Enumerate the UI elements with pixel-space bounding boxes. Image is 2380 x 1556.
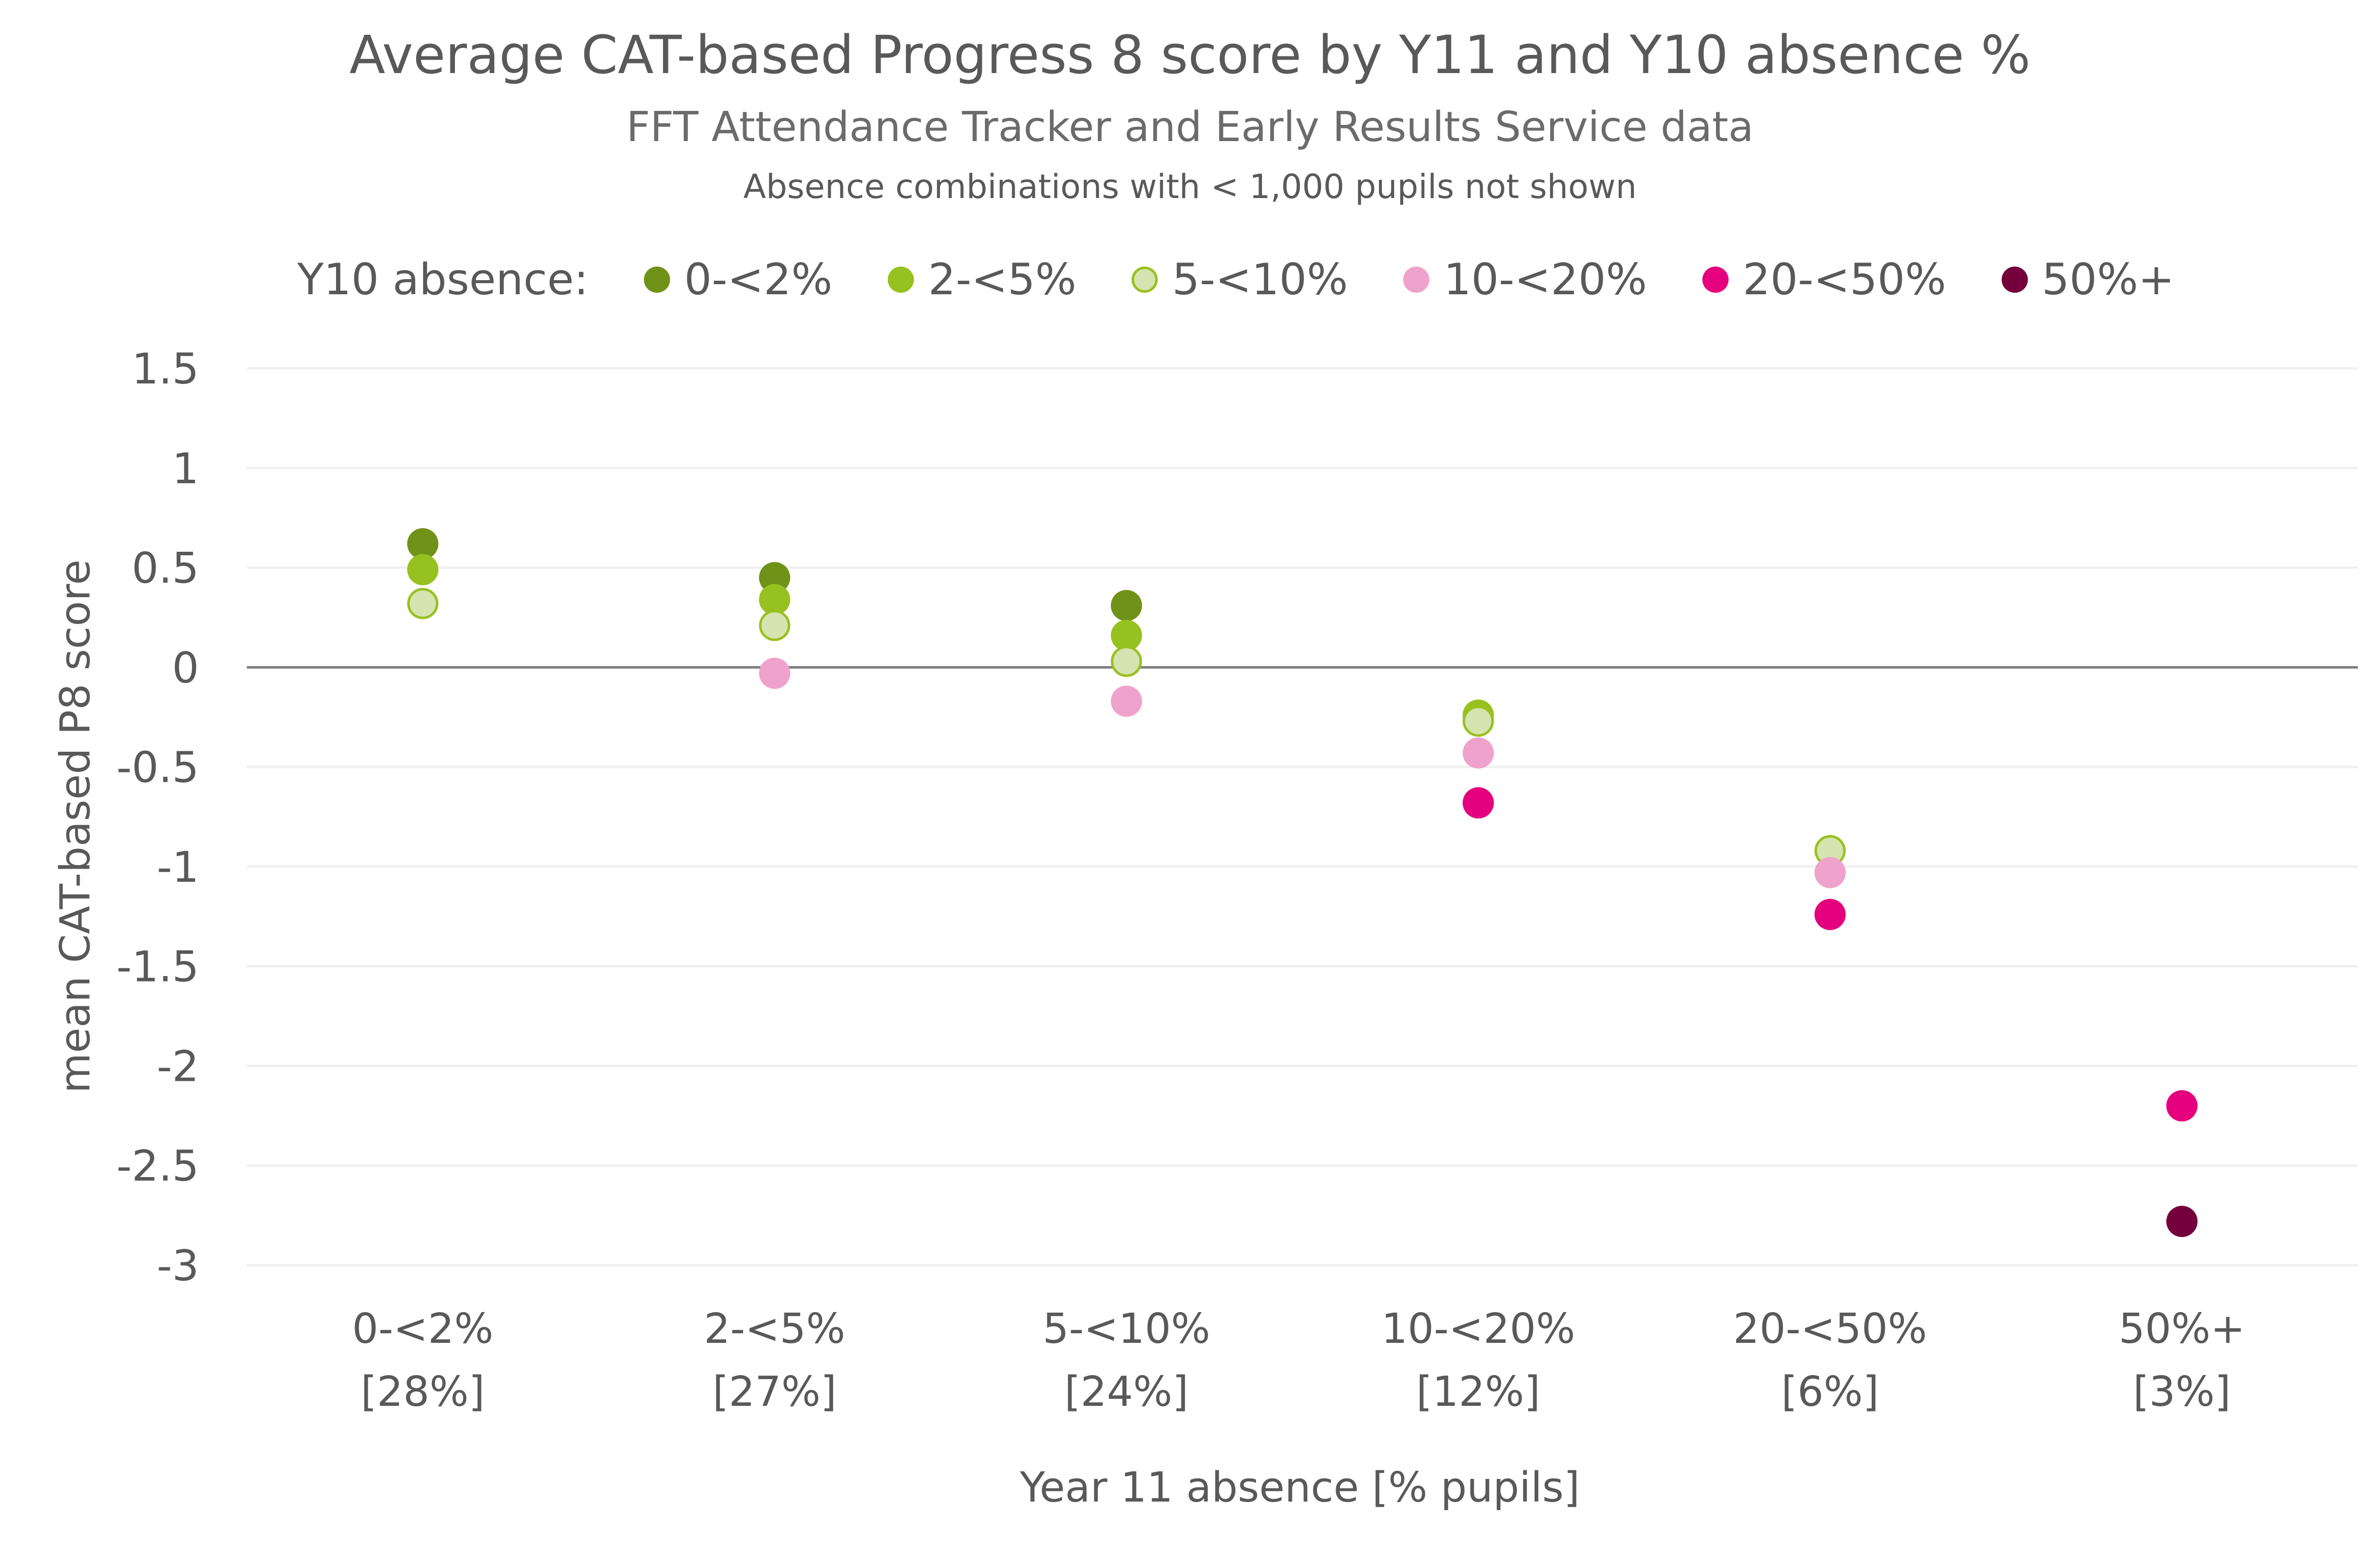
legend-label: 0-<2% xyxy=(684,254,833,305)
data-point xyxy=(759,584,790,615)
data-point xyxy=(2166,1205,2198,1237)
y-tick-label: -0.5 xyxy=(116,743,199,792)
data-point xyxy=(759,658,790,689)
legend-item: 0-<2% xyxy=(643,254,833,305)
data-point xyxy=(1463,787,1494,819)
y-tick-label: -1.5 xyxy=(116,942,199,992)
data-point xyxy=(2166,1090,2198,1122)
data-point xyxy=(1110,620,1142,652)
x-tick-label: 0-<2% xyxy=(352,1305,494,1353)
y-tick-label: 1 xyxy=(172,444,199,493)
x-tick-share-label: [24%] xyxy=(1065,1368,1188,1416)
legend-item: 10-<20% xyxy=(1403,254,1647,305)
x-axis-title: Year 11 absence [% pupils] xyxy=(1020,1464,1580,1512)
x-tick-share-label: [12%] xyxy=(1416,1368,1540,1416)
data-point xyxy=(759,562,790,594)
y-tick-label: -2.5 xyxy=(116,1141,199,1191)
x-tick-label: 2-<5% xyxy=(704,1305,845,1353)
legend-marker-icon xyxy=(888,267,914,293)
legend-marker-icon xyxy=(2001,267,2028,293)
chart-note: Absence combinations with < 1,000 pupils… xyxy=(743,167,1637,206)
legend-item: 20-<50% xyxy=(1702,254,1946,305)
legend-label: 20-<50% xyxy=(1743,254,1946,305)
chart-subtitle: FFT Attendance Tracker and Early Results… xyxy=(626,103,1754,151)
legend-title: Y10 absence: xyxy=(297,254,588,305)
x-tick-share-label: [27%] xyxy=(712,1368,836,1416)
y-tick-label: -3 xyxy=(157,1241,199,1290)
legend-marker-icon xyxy=(1403,267,1430,293)
x-tick-label: 50%+ xyxy=(2119,1305,2245,1353)
data-point xyxy=(407,554,439,586)
legend-label: 10-<20% xyxy=(1443,254,1647,305)
data-point xyxy=(1814,898,1846,930)
legend-label: 2-<5% xyxy=(928,254,1077,305)
chart-title: Average CAT-based Progress 8 score by Y1… xyxy=(349,24,2031,86)
x-tick-share-label: [6%] xyxy=(1781,1368,1879,1416)
data-point xyxy=(759,610,790,641)
legend-marker-icon xyxy=(1132,267,1158,293)
data-point xyxy=(1110,685,1142,717)
legend-item: 50%+ xyxy=(2001,254,2175,305)
y-tick-label: -1 xyxy=(157,842,199,892)
legend-item: 2-<5% xyxy=(888,254,1076,305)
y-tick-label: -2 xyxy=(157,1042,199,1091)
data-point xyxy=(407,528,439,560)
x-tick-share-label: [28%] xyxy=(361,1368,485,1416)
x-tick-label: 20-<50% xyxy=(1733,1305,1927,1353)
legend-item: 5-<10% xyxy=(1132,254,1348,305)
data-point xyxy=(1463,705,1494,737)
x-tick-label: 10-<20% xyxy=(1381,1305,1575,1353)
legend-marker-icon xyxy=(643,267,670,293)
x-tick-share-label: [3%] xyxy=(2133,1368,2231,1416)
legend-label: 50%+ xyxy=(2041,254,2175,305)
y-tick-label: 0 xyxy=(172,643,199,692)
legend-marker-icon xyxy=(1702,267,1729,293)
data-point xyxy=(1110,590,1142,621)
legend: Y10 absence: 0-<2% 2-<5% 5-<10% 10-<20% 20-<… xyxy=(297,252,2230,307)
x-tick-label: 5-<10% xyxy=(1042,1305,1210,1353)
data-point xyxy=(1463,737,1494,769)
data-point xyxy=(1814,857,1846,888)
y-tick-label: 0.5 xyxy=(131,544,199,593)
data-point xyxy=(1110,645,1142,677)
y-tick-label: 1.5 xyxy=(131,344,199,394)
legend-label: 5-<10% xyxy=(1172,254,1348,305)
data-point xyxy=(407,588,439,619)
